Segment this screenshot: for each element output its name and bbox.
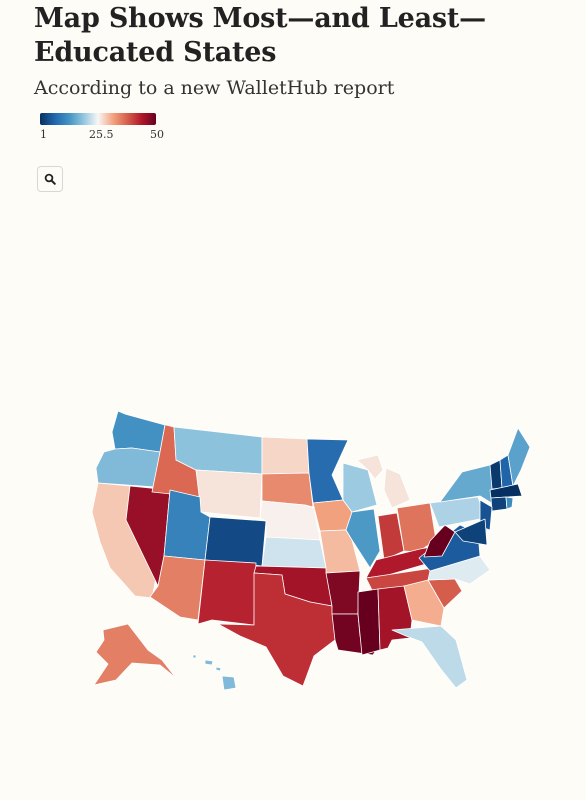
legend-labels: 1 25.5 50	[40, 128, 164, 142]
state-co[interactable]	[204, 516, 267, 567]
state-il[interactable]	[345, 508, 381, 569]
legend-max-label: 50	[150, 128, 164, 141]
state-or[interactable]	[95, 447, 161, 488]
state-wi[interactable]	[342, 462, 378, 513]
legend-mid-label: 25.5	[89, 128, 114, 141]
state-ga[interactable]	[403, 579, 445, 627]
legend-gradient-bar	[40, 113, 156, 125]
state-nd[interactable]	[261, 436, 310, 475]
state-nm[interactable]	[197, 559, 257, 626]
state-wy[interactable]	[195, 469, 263, 519]
state-ks[interactable]	[261, 536, 327, 569]
state-shapes	[91, 410, 531, 691]
state-me[interactable]	[507, 427, 531, 487]
page-subtitle: According to a new WalletHub report	[34, 77, 395, 99]
state-oh[interactable]	[396, 502, 437, 553]
state-ms[interactable]	[357, 588, 381, 656]
legend-min-label: 1	[40, 128, 47, 141]
state-ak[interactable]	[93, 623, 177, 686]
state-wv[interactable]	[423, 524, 456, 558]
state-ri[interactable]	[505, 496, 514, 510]
state-fl[interactable]	[391, 625, 468, 689]
state-tx[interactable]	[217, 572, 336, 687]
zoom-button[interactable]	[37, 166, 63, 192]
state-wa[interactable]	[111, 410, 166, 453]
state-hi[interactable]	[192, 654, 237, 691]
state-md[interactable]	[454, 518, 488, 546]
state-mi[interactable]	[356, 454, 411, 509]
state-ne[interactable]	[259, 500, 321, 541]
state-ma[interactable]	[489, 483, 523, 499]
search-icon	[44, 173, 56, 185]
color-legend: 1 25.5 50	[40, 113, 164, 142]
state-mn[interactable]	[306, 438, 349, 504]
state-ct[interactable]	[490, 496, 508, 512]
page-title: Map Shows Most—and Least—Educated States	[34, 3, 486, 68]
